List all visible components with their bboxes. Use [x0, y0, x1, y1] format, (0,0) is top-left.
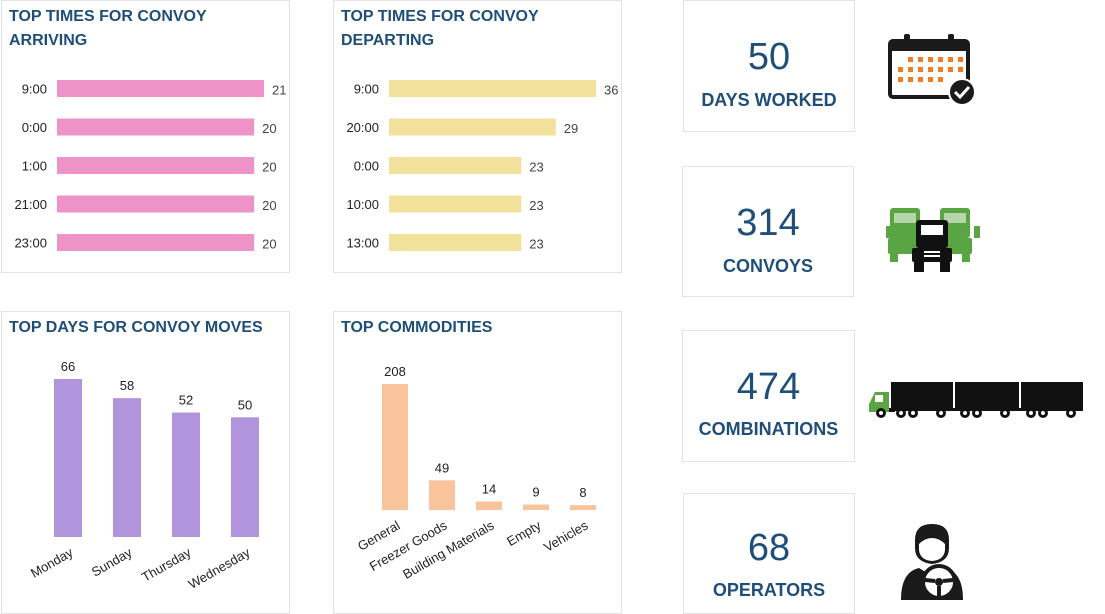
category-label: 9:00 [354, 82, 379, 97]
bar [113, 398, 141, 537]
value-label: 50 [238, 397, 252, 412]
kpi-label: COMBINATIONS [698, 419, 839, 439]
kpi-value: 50 [747, 36, 791, 78]
days-panel: TOP DAYS FOR CONVOY MOVES 66 Monday 58 Sund… [1, 311, 290, 614]
category-label: Empty [504, 517, 544, 549]
arriving-title: TOP TIMES FOR CONVOY ARRIVING [9, 8, 207, 49]
bar [231, 417, 259, 537]
commodities-title: TOP COMMODITIES [341, 319, 493, 336]
days-title: TOP DAYS FOR CONVOY MOVES [9, 319, 263, 336]
value-label: 52 [179, 393, 193, 408]
category-label: 13:00 [346, 236, 379, 251]
value-label: 23 [529, 237, 543, 252]
value-label: 49 [435, 460, 449, 475]
bar [57, 195, 255, 213]
kpi-label: DAYS WORKED [701, 90, 837, 110]
value-label: 20 [262, 237, 276, 252]
bar [54, 379, 82, 537]
departing-panel: TOP TIMES FOR CONVOY DEPARTING 9:00 36 20:0… [333, 0, 622, 273]
arriving-panel: TOP TIMES FOR CONVOY ARRIVING 9:00 21 0:00 2… [1, 0, 290, 273]
bar [389, 157, 522, 174]
bar [57, 234, 255, 251]
calendar-check-icon [888, 34, 976, 106]
value-label: 23 [529, 198, 543, 213]
bar [570, 505, 596, 510]
value-label: 8 [579, 485, 586, 500]
category-label: 21:00 [14, 197, 47, 212]
value-label: 29 [564, 121, 578, 136]
value-label: 20 [262, 160, 276, 175]
category-label: 0:00 [354, 159, 379, 174]
bar [57, 80, 264, 97]
category-label: Vehicles [541, 517, 591, 554]
value-label: 20 [262, 198, 276, 213]
bar [389, 234, 522, 251]
category-label: 9:00 [22, 82, 47, 97]
commodities-panel: TOP COMMODITIES 208 General 49 Freezer Good… [333, 311, 622, 614]
bar [389, 80, 596, 97]
departing-title: TOP TIMES FOR CONVOY DEPARTING [341, 8, 539, 49]
kpi-card-combinations: 474 COMBINATIONS [682, 330, 855, 462]
bar [382, 384, 408, 510]
arriving-chart: 9:00 21 0:00 20 1:00 20 21:00 20 23:00 20 [14, 80, 286, 252]
kpi-value: 474 [736, 366, 801, 408]
bar [172, 412, 200, 537]
bar [476, 501, 502, 510]
category-label: 20:00 [346, 120, 379, 135]
driver-icon [901, 524, 963, 600]
value-label: 20 [262, 121, 276, 136]
kpi-value: 68 [747, 527, 791, 569]
road-train-icon [869, 382, 1083, 418]
bar [429, 480, 455, 510]
kpi-card-operators: 68 OPERATORS [683, 493, 855, 614]
category-label: Sunday [89, 544, 135, 579]
value-label: 66 [61, 359, 75, 374]
departing-chart: 9:00 36 20:00 29 0:00 23 10:00 23 13:00 23 [346, 80, 618, 252]
value-label: 208 [384, 364, 406, 379]
kpi-value: 314 [736, 202, 800, 244]
category-label: 10:00 [346, 197, 379, 212]
bar [57, 157, 255, 174]
bar [523, 504, 549, 510]
trucks-icon [886, 208, 980, 272]
value-label: 58 [120, 378, 134, 393]
value-label: 21 [272, 83, 286, 98]
kpi-label: CONVOYS [722, 256, 814, 276]
category-label: Wednesday [186, 544, 253, 591]
bar [57, 118, 255, 136]
kpi-card-days-worked: 50 DAYS WORKED [683, 0, 855, 132]
category-label: 23:00 [14, 236, 47, 251]
category-label: 1:00 [22, 159, 47, 174]
value-label: 23 [529, 160, 543, 175]
bar [389, 195, 522, 213]
value-label: 14 [482, 482, 496, 497]
kpi-label: OPERATORS [712, 580, 826, 600]
value-label: 36 [604, 83, 618, 98]
category-label: Monday [28, 544, 76, 580]
bar [389, 118, 556, 136]
kpi-card-convoys: 314 CONVOYS [682, 166, 854, 297]
value-label: 9 [532, 485, 539, 500]
category-label: 0:00 [22, 120, 47, 135]
